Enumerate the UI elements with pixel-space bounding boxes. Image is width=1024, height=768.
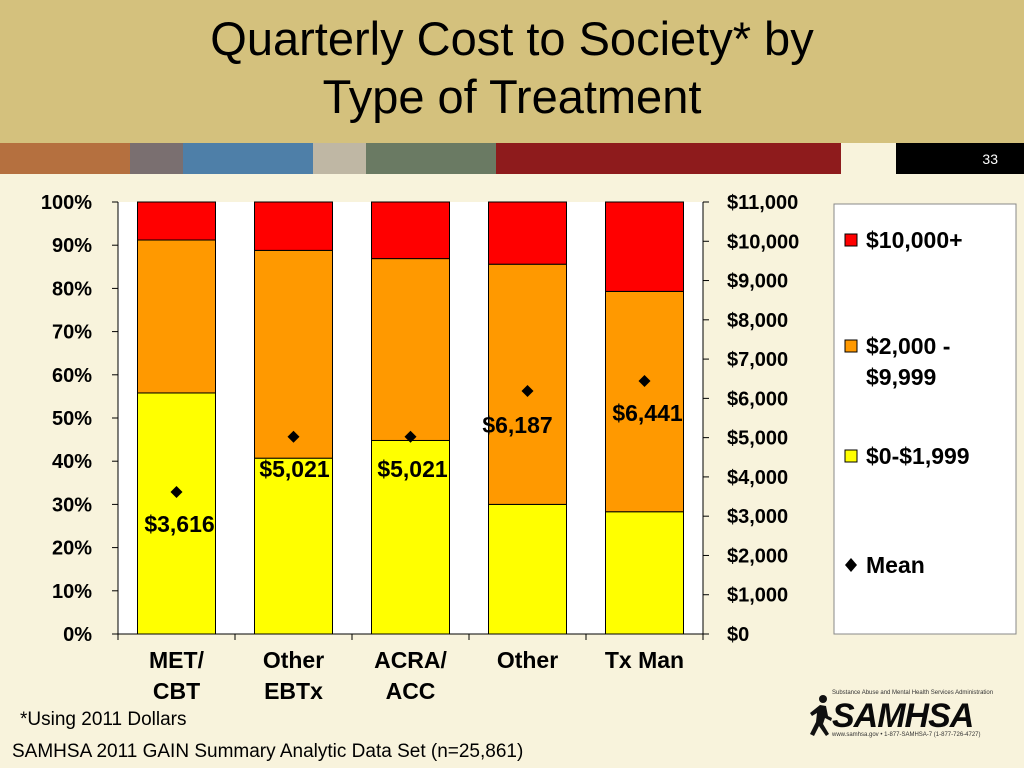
mean-data-label: $6,187 bbox=[482, 412, 552, 438]
y-left-tick-label: 50% bbox=[52, 408, 92, 430]
legend-swatch bbox=[844, 449, 858, 463]
mean-data-label: $5,021 bbox=[259, 456, 330, 482]
y-left-tick-label: 20% bbox=[52, 538, 92, 560]
y-left-tick-label: 0% bbox=[63, 624, 92, 646]
y-left-tick-label: 30% bbox=[52, 494, 92, 516]
mean-marker bbox=[404, 430, 417, 443]
y-right-tick-label: $9,000 bbox=[727, 271, 788, 293]
legend-diamond bbox=[845, 558, 857, 572]
y-left-tick-label: 60% bbox=[52, 365, 92, 387]
slide-number: 33 bbox=[896, 143, 1024, 174]
stripe-segment bbox=[183, 143, 313, 174]
y-right-tick-label: $7,000 bbox=[727, 349, 788, 371]
y-right-tick-label: $6,000 bbox=[727, 388, 788, 410]
x-category-label: EBTx bbox=[264, 678, 323, 700]
y-right-tick-label: $8,000 bbox=[727, 310, 788, 332]
x-category-label: ACC bbox=[386, 678, 436, 700]
y-right-tick-label: $10,000 bbox=[727, 231, 799, 253]
y-right-tick-label: $5,000 bbox=[727, 428, 788, 450]
x-category-label: MET/ bbox=[149, 647, 205, 673]
bar-segment bbox=[137, 201, 216, 241]
slide-title: Quarterly Cost to Society* by Type of Tr… bbox=[0, 10, 1024, 126]
stripe-segment bbox=[313, 143, 366, 174]
y-right-tick-label: $3,000 bbox=[727, 506, 788, 528]
bar-segment bbox=[371, 258, 450, 441]
y-right-tick-label: $4,000 bbox=[727, 467, 788, 489]
mean-data-label: $5,021 bbox=[377, 456, 448, 482]
bar-segment bbox=[605, 290, 684, 513]
legend-label: $2,000 - bbox=[866, 333, 950, 359]
samhsa-logo: Substance Abuse and Mental Health Servic… bbox=[806, 688, 993, 742]
bar-segment bbox=[605, 201, 684, 292]
bar-segment bbox=[488, 263, 567, 505]
y-left-tick-label: 70% bbox=[52, 322, 92, 344]
y-left-tick-label: 80% bbox=[52, 278, 92, 300]
legend-box bbox=[833, 203, 1017, 635]
y-right-tick-label: $2,000 bbox=[727, 545, 788, 567]
stripe-segment bbox=[0, 143, 130, 174]
source-note: SAMHSA 2011 GAIN Summary Analytic Data S… bbox=[12, 741, 524, 762]
bar-segment bbox=[371, 439, 450, 635]
bar-segment bbox=[254, 201, 333, 251]
y-left-tick-label: 10% bbox=[52, 581, 92, 603]
legend-swatch bbox=[844, 233, 858, 247]
mean-data-label: $6,441 bbox=[612, 400, 683, 426]
y-left-tick-label: 90% bbox=[52, 235, 92, 257]
logo-contact: www.samhsa.gov • 1-877-SAMHSA-7 (1-877-7… bbox=[832, 732, 981, 738]
bar-segment bbox=[254, 457, 333, 635]
x-category-label: Other bbox=[263, 647, 324, 673]
title-line-2: Type of Treatment bbox=[322, 70, 702, 123]
slide-header: Quarterly Cost to Society* by Type of Tr… bbox=[0, 0, 1024, 143]
x-category-label: Tx Man bbox=[605, 647, 684, 673]
stripe-segment bbox=[130, 143, 183, 174]
mean-marker bbox=[638, 375, 651, 388]
stacked-bar-chart: 0% 10% 20% 30% 40% 50% 60% 70% 80% 90% 100% $0 $1,00… bbox=[41, 192, 1017, 700]
title-line-1: Quarterly Cost to Society* by bbox=[210, 12, 814, 65]
logo-wordmark: SAMHSA bbox=[832, 697, 974, 735]
x-category-label: ACRA/ bbox=[374, 647, 447, 673]
bar-segment bbox=[371, 201, 450, 260]
logo-tagline: Substance Abuse and Mental Health Servic… bbox=[832, 690, 994, 696]
x-category-label: Other bbox=[497, 647, 558, 673]
stripe-segment bbox=[496, 143, 841, 174]
mean-marker bbox=[287, 430, 300, 443]
y-left-tick-label: 40% bbox=[52, 451, 92, 473]
legend-label: $0-$1,999 bbox=[866, 443, 970, 469]
stripe-segment bbox=[366, 143, 496, 174]
y-right-tick-label: $11,000 bbox=[727, 192, 798, 214]
bar-segment bbox=[488, 201, 567, 265]
mean-data-label: $3,616 bbox=[144, 511, 214, 537]
legend-label: Mean bbox=[866, 552, 925, 578]
bar-segment bbox=[137, 239, 216, 394]
mean-marker bbox=[170, 485, 183, 498]
legend-label: $10,000+ bbox=[866, 227, 963, 253]
bar-segment bbox=[605, 511, 684, 635]
footnote: *Using 2011 Dollars bbox=[20, 709, 187, 730]
y-right-tick-label: $1,000 bbox=[727, 585, 788, 607]
mean-marker bbox=[521, 385, 534, 398]
legend-swatch bbox=[844, 339, 858, 353]
bar-segment bbox=[254, 249, 333, 459]
y-left-tick-label: 100% bbox=[41, 192, 92, 214]
legend-label: $9,999 bbox=[866, 364, 936, 390]
y-right-tick-label: $0 bbox=[727, 624, 749, 646]
bar-segment bbox=[488, 503, 567, 635]
running-figure-icon bbox=[810, 695, 832, 736]
x-category-label: CBT bbox=[153, 678, 200, 700]
